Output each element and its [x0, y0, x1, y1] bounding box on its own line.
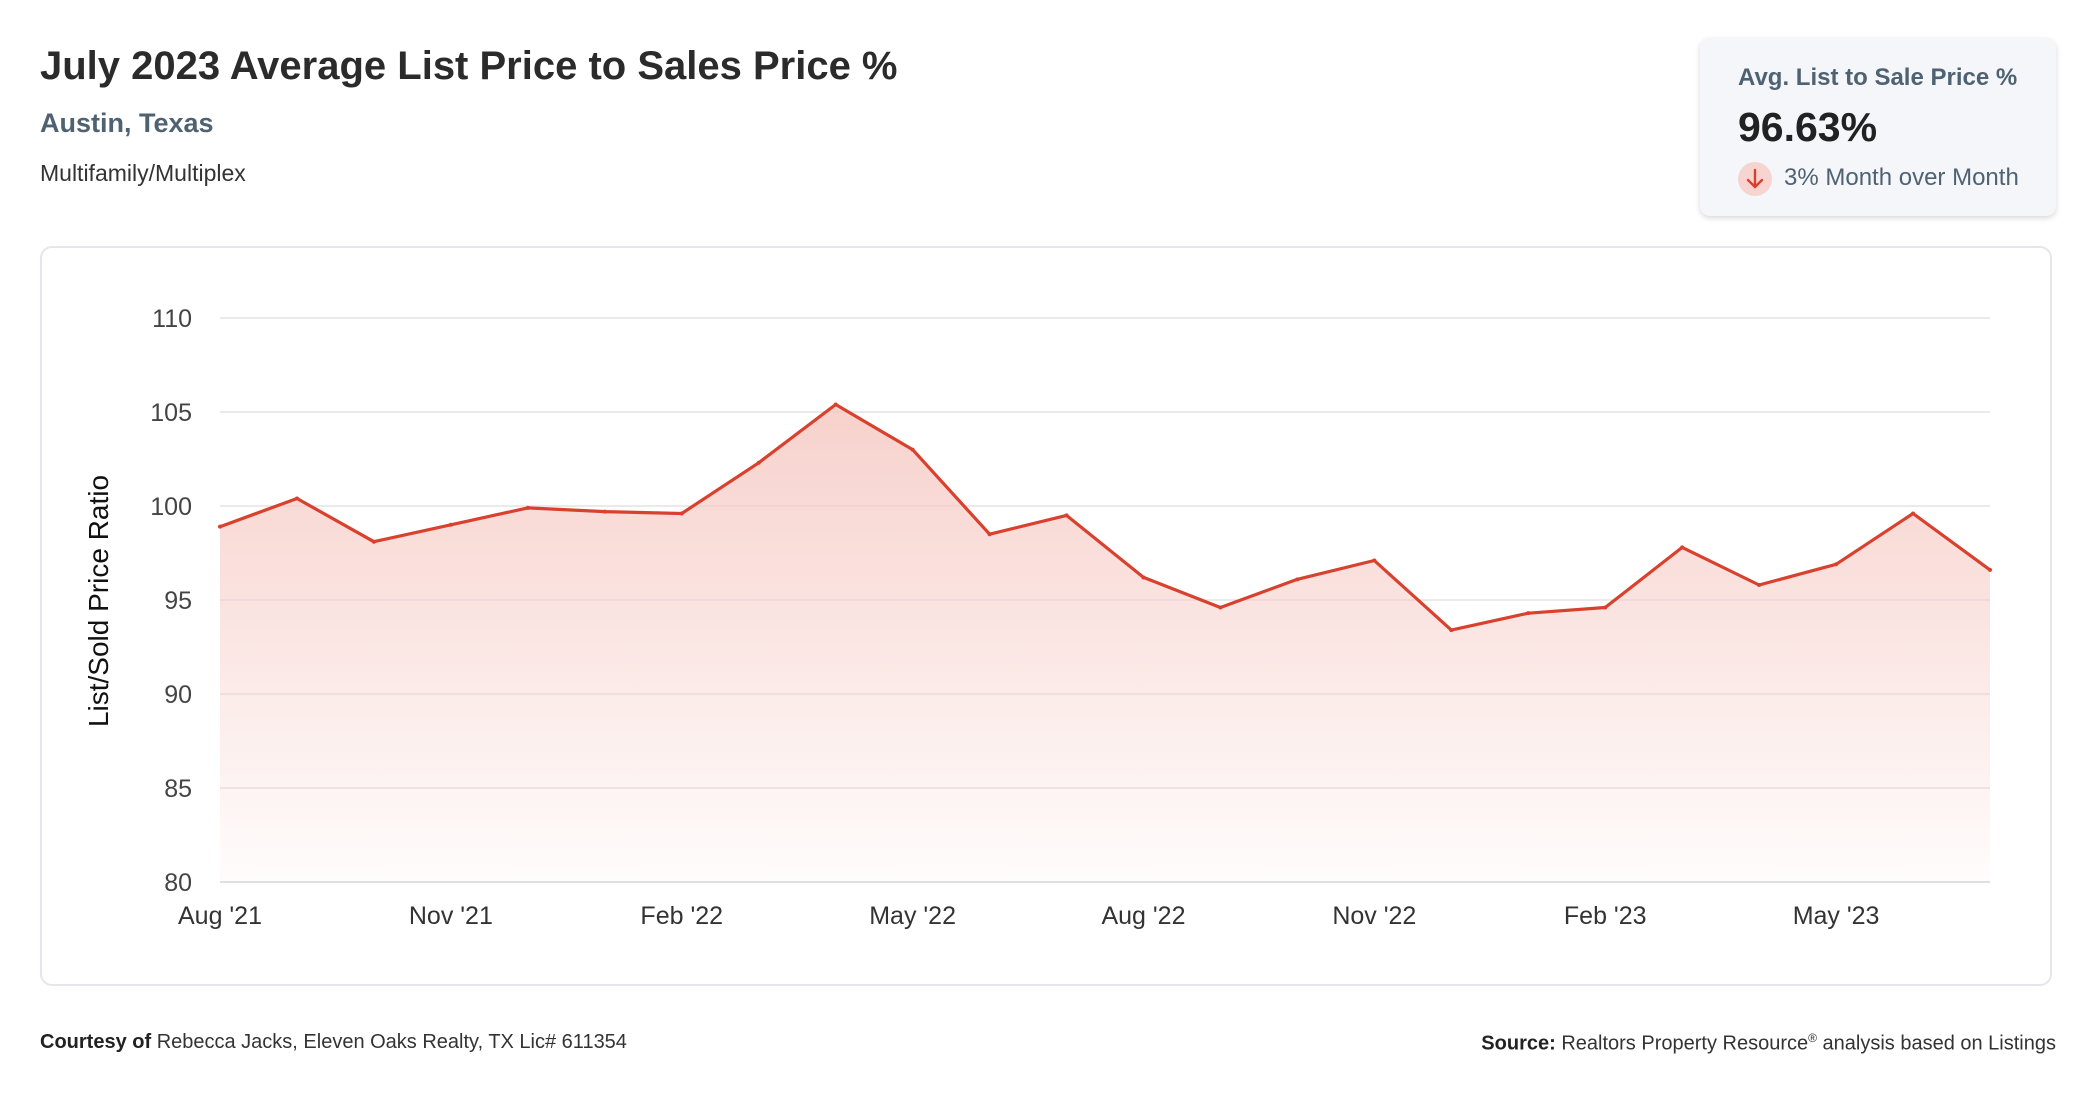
- source-suffix: analysis based on Listings: [1822, 1032, 2056, 1055]
- y-tick-label: 105: [150, 399, 192, 427]
- data-point: [1064, 513, 1069, 518]
- source-label: Source:: [1481, 1032, 1556, 1055]
- data-point: [1218, 605, 1223, 610]
- series-area: [220, 404, 1990, 882]
- courtesy-label: Courtesy of: [40, 1031, 152, 1053]
- y-tick-label: 80: [164, 869, 192, 897]
- data-point: [1911, 511, 1916, 516]
- data-point: [1603, 605, 1608, 610]
- courtesy-text: Rebecca Jacks, Eleven Oaks Realty, TX Li…: [156, 1031, 627, 1053]
- kpi-label: Avg. List to Sale Price %: [1738, 64, 2018, 91]
- data-point: [910, 447, 915, 452]
- data-point: [1141, 575, 1146, 580]
- footer-source: Source: Realtors Property Resource® anal…: [1481, 1031, 2056, 1056]
- registered-mark: ®: [1808, 1031, 1817, 1045]
- series-line: [218, 402, 1992, 632]
- data-point: [987, 532, 992, 537]
- footer-courtesy: Courtesy of Rebecca Jacks, Eleven Oaks R…: [40, 1031, 627, 1054]
- x-tick-label: Aug '22: [1101, 902, 1185, 930]
- data-point: [679, 511, 684, 516]
- x-tick-label: May '23: [1793, 902, 1880, 930]
- data-point: [371, 539, 376, 544]
- property-type-label: Multifamily/Multiplex: [40, 160, 246, 186]
- data-point: [1834, 562, 1839, 567]
- data-point: [833, 402, 838, 407]
- data-point: [1757, 582, 1762, 587]
- data-point: [218, 524, 222, 529]
- page-title: July 2023 Average List Price to Sales Pr…: [40, 44, 898, 88]
- arrow-down-icon: [1738, 162, 1772, 196]
- data-point: [1295, 577, 1300, 582]
- kpi-value: 96.63%: [1738, 104, 1878, 150]
- kpi-change-text: 3% Month over Month: [1784, 164, 2019, 191]
- list-to-sale-chart: 80 85 90 95 100 105 110 Aug '21 Nov '21 Feb '22 M…: [83, 305, 1992, 930]
- data-point: [1680, 545, 1685, 550]
- location-subtitle: Austin, Texas: [40, 108, 214, 138]
- y-axis-label: List/Sold Price Ratio: [83, 475, 114, 727]
- data-point: [525, 505, 530, 510]
- y-tick-label: 110: [152, 305, 192, 333]
- x-tick-label: Aug '21: [178, 902, 262, 930]
- y-tick-label: 95: [164, 587, 192, 615]
- data-point: [448, 522, 453, 527]
- x-tick-label: May '22: [869, 902, 956, 930]
- y-tick-label: 100: [150, 493, 192, 521]
- data-point: [1988, 567, 1992, 572]
- x-tick-label: Feb '22: [640, 902, 723, 930]
- data-point: [294, 496, 299, 501]
- data-point: [1526, 611, 1531, 616]
- data-point: [1449, 628, 1454, 633]
- x-tick-label: Nov '22: [1332, 902, 1416, 930]
- data-point: [1372, 558, 1377, 563]
- x-tick-label: Nov '21: [409, 902, 493, 930]
- data-point: [602, 509, 607, 514]
- data-point: [756, 460, 761, 465]
- source-text: Realtors Property Resource: [1561, 1032, 1809, 1055]
- kpi-card: Avg. List to Sale Price % 96.63% 3% Mont…: [1700, 38, 2056, 216]
- y-tick-label: 85: [164, 775, 192, 803]
- x-tick-label: Feb '23: [1564, 902, 1647, 930]
- y-tick-label: 90: [164, 681, 192, 709]
